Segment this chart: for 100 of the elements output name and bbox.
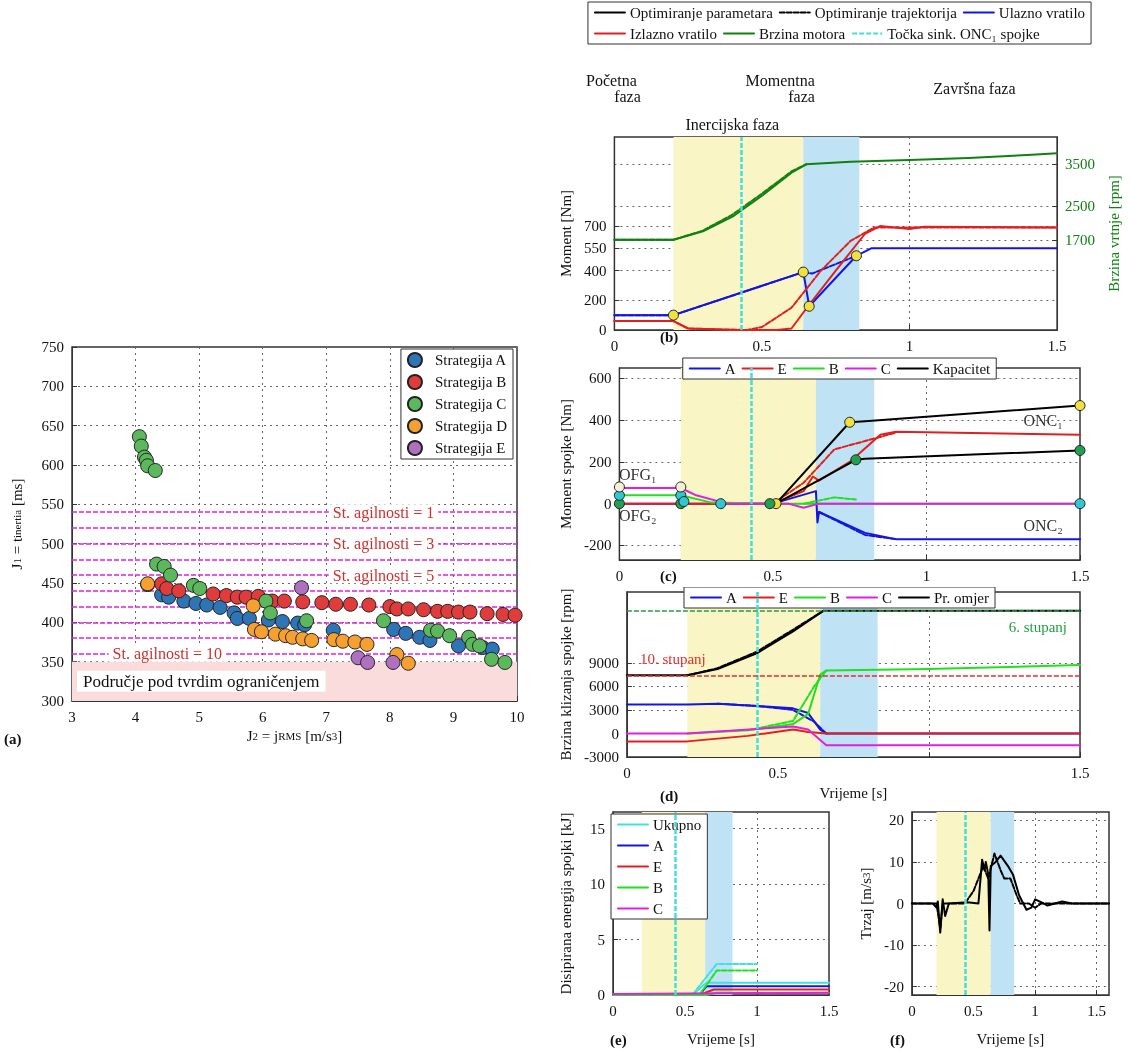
y-axis-title: Brzina klizanja spojke [rpm] (557, 588, 574, 761)
ref-line-label: 6. stupanj (1008, 619, 1067, 636)
x-tick-label: 0 (623, 764, 631, 781)
y-tick-label: 0 (603, 495, 612, 512)
legend-label: Optimiranje parametara (629, 4, 774, 21)
y-tick-label: 15 (590, 820, 605, 837)
x-tick-label: 9 (449, 708, 458, 725)
y-tick-label: 550 (583, 240, 607, 257)
y-tick-label: 0 (896, 895, 904, 912)
legend-label: Optimiranje trajektorija (814, 4, 958, 21)
y-tick-label: 700 (41, 378, 64, 395)
legend-label: Ulazno vratilo (998, 4, 1086, 21)
y-tick-label: 600 (588, 370, 612, 387)
legend-label: A (653, 837, 664, 854)
x-tick-label: 8 (386, 708, 394, 725)
x-tick-label: 0.5 (763, 567, 783, 584)
y-tick-label: 200 (588, 453, 612, 470)
text: Završna faza (933, 79, 1016, 97)
band-label: Područje pod tvrdim ograničenjem (83, 671, 320, 691)
annotation: ONC₂ (1023, 516, 1063, 534)
y-tick-label: 9000 (588, 654, 619, 671)
y-tick-label: 450 (41, 575, 64, 591)
legend-label: Kapacitet (932, 360, 992, 377)
legend-label: A (724, 360, 736, 377)
x-tick-label: 0.5 (964, 1002, 983, 1019)
text: Momentna faza (745, 71, 815, 105)
y-axis-title: Moment spojke [Nm] (557, 399, 574, 529)
x-tick-label: 5 (195, 708, 203, 725)
legend-label: Strategija C (434, 396, 507, 412)
x-axis-title: Vrijeme [s] (687, 1030, 755, 1047)
y-tick-label: 6000 (588, 678, 619, 695)
y-tick-label: -200 (583, 537, 612, 554)
x-tick-label: 0.5 (675, 1002, 695, 1019)
legend-label: Strategija B (434, 374, 507, 390)
y-tick-label: 0 (598, 322, 607, 338)
y-tick-label: 0 (611, 725, 619, 742)
y-tick-label: 400 (583, 262, 607, 279)
y-tick-label: 700 (583, 218, 607, 235)
x-axis-title: Vrijeme [s] (976, 1030, 1045, 1047)
legend-label: A (726, 589, 737, 606)
legend-label: Pr. omjer (934, 589, 990, 606)
y-tick-label: 400 (41, 614, 64, 631)
y-axis-title: Trzaj [m/s3] (857, 867, 874, 940)
y-tick-label: 400 (588, 412, 612, 429)
annotation: ONC₁ (1023, 412, 1063, 430)
x-tick-label: 1.5 (1087, 1002, 1107, 1019)
y-axis-title: Moment [Nm] (557, 189, 574, 278)
y2-axis-title: Brzina vrtnje [rpm] (1105, 175, 1122, 292)
legend-label: C (882, 589, 893, 606)
text: (c) (660, 567, 677, 585)
x-tick-label: 0.5 (768, 764, 788, 781)
y-tick-label: -20 (883, 978, 904, 995)
y-tick-label: -10 (883, 937, 904, 954)
legend-label: B (829, 589, 841, 606)
annotation: St. agilnosti = 3 (332, 535, 435, 554)
x-tick-label: 0.5 (752, 337, 772, 354)
x-tick-label: 10 (509, 708, 525, 725)
legend-label: B (828, 360, 839, 377)
y-tick-label: 350 (41, 653, 64, 670)
ref-line-label: 10. stupanj (639, 650, 706, 667)
legend-label: B (653, 879, 664, 896)
legend-label: Brzina motora (758, 25, 846, 42)
y-tick-label: 600 (41, 457, 64, 473)
text: Početna faza (586, 71, 641, 105)
x-tick-label: 1.5 (1070, 567, 1090, 584)
x-tick-label: 1 (753, 1002, 761, 1019)
annotation: (b) (660, 328, 679, 346)
legend-label: Strategija D (434, 418, 508, 434)
text: (f) (890, 1031, 905, 1049)
y-tick-label: 550 (41, 496, 64, 513)
x-tick-label: 0 (908, 1002, 916, 1019)
x-tick-label: 6 (258, 708, 267, 725)
y-tick-label: 3000 (588, 701, 619, 718)
y-tick-label: 650 (41, 417, 64, 434)
x-axis-title: Vrijeme [s] (819, 784, 888, 801)
legend-label: Izlazno vratilo (629, 25, 717, 42)
legend-label: E (653, 858, 663, 875)
legend-label: Ukupno (653, 816, 702, 833)
legend-label: Točka sink. ONC₁ spojke (887, 25, 1041, 42)
x-tick-label: 1.5 (1047, 337, 1067, 354)
annotation: St. agilnosti = 5 (332, 566, 435, 585)
legend-label: C (653, 900, 664, 917)
y-tick-label: 200 (583, 292, 607, 309)
x-tick-label: 4 (131, 708, 140, 725)
legend-label: E (778, 589, 788, 606)
x-tick-label: 1 (922, 567, 931, 584)
y-tick-label: 20 (888, 812, 904, 829)
text: (a) (4, 730, 22, 748)
y-tick-label: 500 (41, 535, 64, 552)
y-tick-label: 10 (888, 853, 904, 870)
annotation: St. agilnosti = 1 (332, 503, 435, 522)
x-tick-label: 1.5 (819, 1002, 839, 1019)
y-axis-title: Disipirana energija spojki [kJ] (557, 812, 574, 995)
y-tick-label: -3000 (583, 749, 619, 766)
text: (d) (660, 787, 679, 805)
legend-label: C (880, 360, 891, 377)
x-tick-label: 1 (1031, 1002, 1039, 1019)
y-tick-label: 750 (41, 339, 64, 355)
x-tick-label: 1 (905, 337, 914, 354)
x-tick-label: 7 (322, 708, 331, 725)
